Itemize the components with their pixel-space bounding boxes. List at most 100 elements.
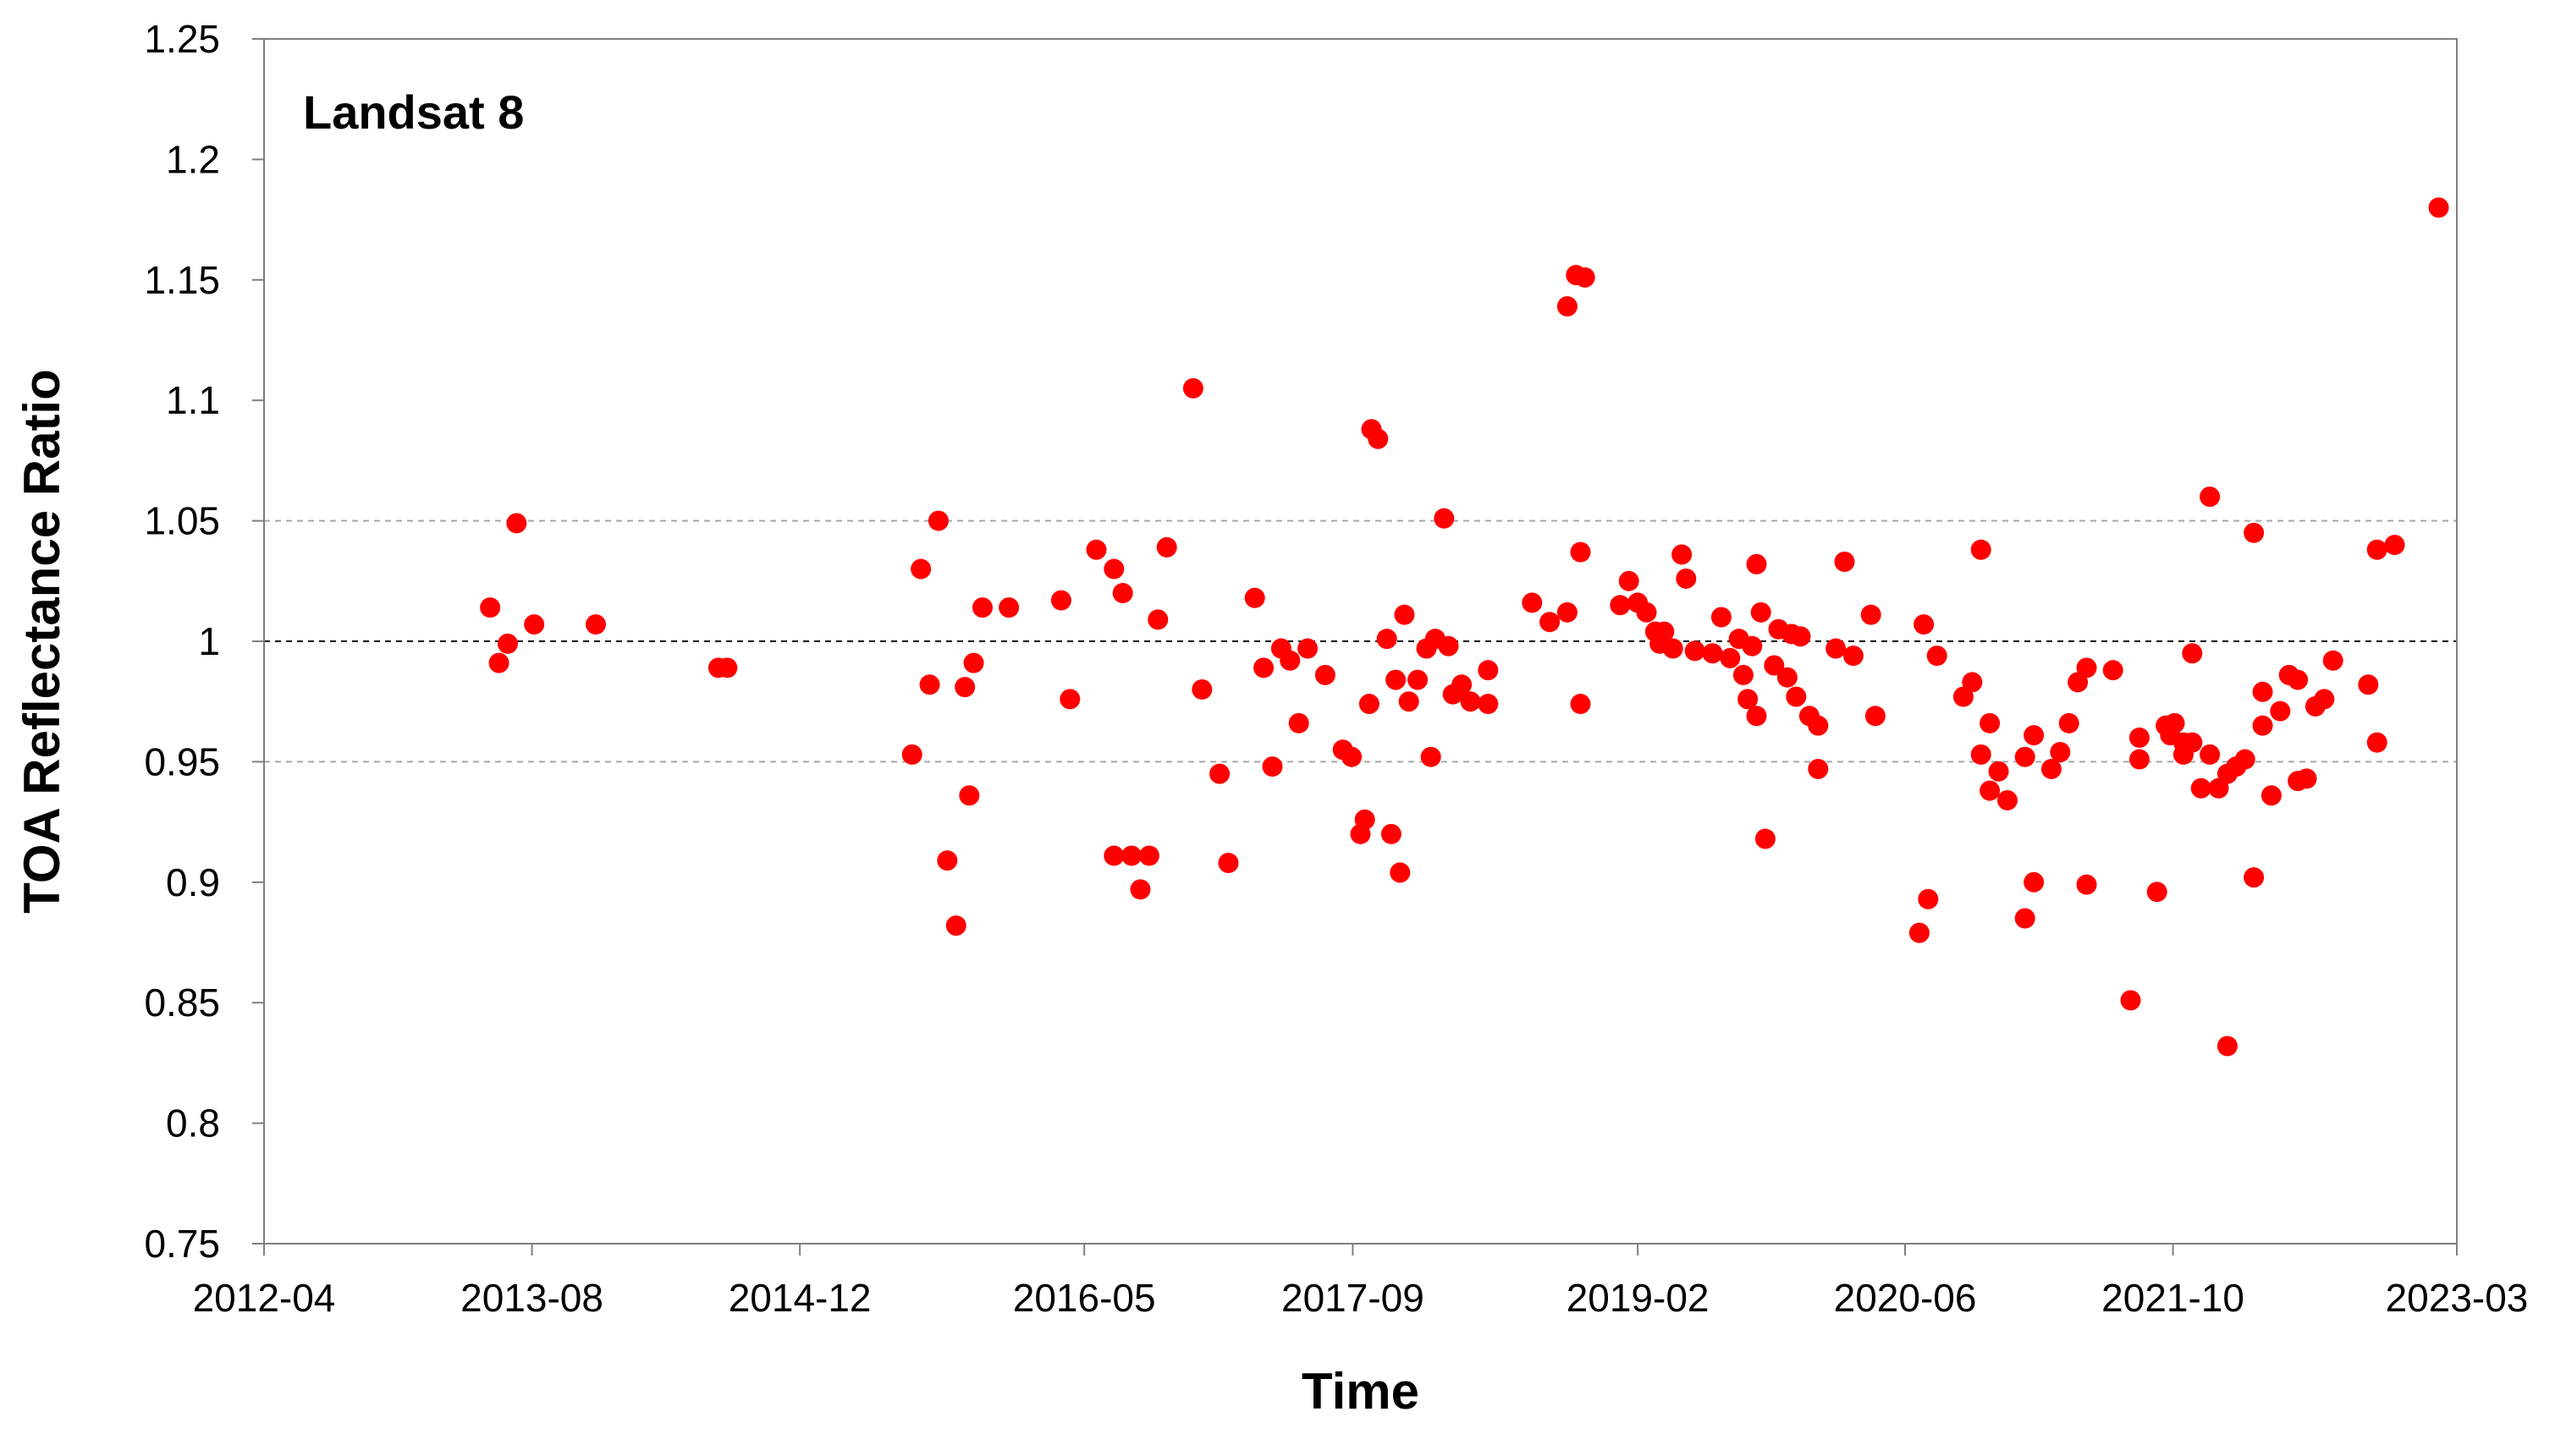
data-points <box>480 197 2449 1057</box>
data-point <box>2076 874 2097 895</box>
data-point <box>1376 629 1397 650</box>
data-point <box>1654 621 1675 642</box>
data-point <box>2040 758 2062 779</box>
data-point <box>2164 712 2185 733</box>
data-point <box>1156 536 1177 558</box>
data-point <box>1754 828 1776 849</box>
x-tick-label: 2019-02 <box>1567 1276 1710 1320</box>
data-point <box>1684 640 1705 662</box>
data-point <box>2050 742 2071 763</box>
data-point <box>524 614 545 635</box>
data-point <box>2216 1036 2238 1057</box>
data-point <box>1354 809 1375 830</box>
data-point <box>2366 732 2387 753</box>
data-point <box>1926 646 1947 667</box>
data-point <box>919 674 940 695</box>
data-point <box>1970 539 1991 560</box>
data-point <box>2244 867 2265 888</box>
x-tick-label: 2016-05 <box>1013 1276 1156 1320</box>
data-point <box>1996 789 2018 810</box>
data-point <box>911 558 932 580</box>
data-point <box>1060 689 1081 710</box>
data-point <box>1050 590 1071 611</box>
x-tick-label: 2012-04 <box>193 1276 336 1320</box>
data-point <box>2102 660 2123 681</box>
data-point <box>1130 879 1151 900</box>
data-point <box>999 597 1020 618</box>
data-point <box>1834 552 1855 573</box>
y-tick-label: 0.95 <box>144 739 220 783</box>
data-point <box>488 652 509 673</box>
data-point <box>1341 746 1363 767</box>
data-point <box>2244 522 2265 543</box>
data-point <box>2182 732 2203 753</box>
data-point <box>1148 609 1169 630</box>
data-point <box>1913 614 1935 635</box>
data-point <box>1980 712 2001 733</box>
data-point <box>1314 664 1335 685</box>
panel-annotation: Landsat 8 <box>303 85 524 139</box>
data-point <box>1253 657 1275 679</box>
data-point <box>2260 785 2282 806</box>
data-point <box>1460 691 1481 712</box>
data-point <box>1570 541 1591 563</box>
data-point <box>1732 664 1754 685</box>
data-point <box>2128 749 2150 770</box>
data-point <box>955 677 976 698</box>
data-point <box>1121 845 1143 866</box>
data-point <box>959 785 980 806</box>
data-point <box>1860 604 1881 625</box>
data-point <box>972 597 993 618</box>
data-point <box>1676 568 1697 589</box>
data-point <box>1808 758 1829 779</box>
y-axis-title: TOA Reflectance Ratio <box>14 369 70 914</box>
data-point <box>2128 727 2150 748</box>
x-axis-title: Time <box>1302 1363 1419 1420</box>
data-point <box>1478 660 1499 681</box>
data-point <box>1786 686 1807 707</box>
data-point <box>1710 607 1732 628</box>
data-point <box>1262 756 1283 777</box>
data-point <box>1808 715 1829 736</box>
data-point <box>1288 712 1309 733</box>
data-point <box>1962 672 1983 693</box>
data-point <box>1662 638 1683 659</box>
data-point <box>2428 197 2449 218</box>
y-tick-label: 0.75 <box>144 1222 220 1266</box>
data-point <box>2322 650 2343 671</box>
x-tick-label: 2017-09 <box>1281 1276 1424 1320</box>
x-axis-ticks: 2012-04 2013-08 2014-12 2016-05 2017-09 2019-… <box>193 1244 2528 1320</box>
y-tick-label: 0.9 <box>166 860 220 904</box>
data-point <box>480 597 501 618</box>
data-point <box>2024 871 2045 893</box>
data-point <box>937 850 958 871</box>
data-point <box>1556 296 1578 317</box>
data-point <box>2200 486 2221 508</box>
data-point <box>1209 763 1231 784</box>
data-point <box>1086 539 1107 560</box>
data-point <box>1244 587 1265 608</box>
data-point <box>1746 706 1767 727</box>
data-point <box>1539 612 1561 633</box>
data-point <box>1556 602 1578 623</box>
data-point <box>1776 667 1798 688</box>
reference-lines <box>264 519 2457 763</box>
data-point <box>1451 674 1473 695</box>
data-point <box>2014 908 2035 929</box>
x-tick-label: 2021-10 <box>2101 1276 2244 1320</box>
data-point <box>1636 602 1657 623</box>
x-tick-label: 2020-06 <box>1834 1276 1977 1320</box>
data-point <box>2190 777 2211 799</box>
data-point <box>1742 635 1763 657</box>
data-point <box>1420 746 1441 767</box>
data-point <box>1478 694 1499 715</box>
data-point <box>928 510 949 531</box>
data-point <box>2024 725 2045 746</box>
data-point <box>1182 377 1203 398</box>
data-point <box>2252 715 2273 736</box>
data-point <box>2120 990 2141 1011</box>
data-point <box>1218 853 1239 874</box>
data-point <box>1790 626 1811 647</box>
data-point <box>2384 535 2405 556</box>
data-point <box>945 915 966 937</box>
